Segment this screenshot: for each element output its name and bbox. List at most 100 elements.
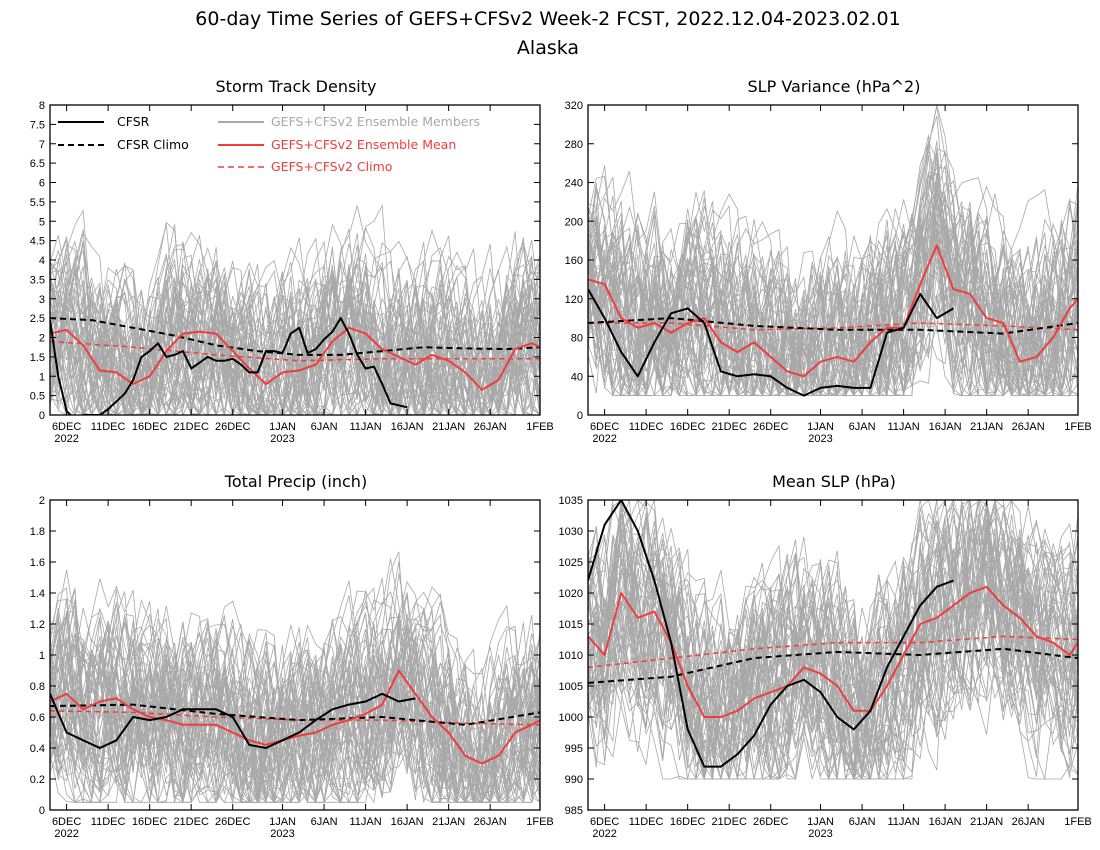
ensemble-member-line: [588, 500, 1078, 780]
series-cfsr-climo-line: [50, 703, 540, 726]
x-tick-label: 21JAN: [432, 816, 465, 828]
ensemble-member-line: [50, 274, 540, 415]
series-gefs-cfsv2-climo-line: [50, 340, 540, 362]
ensemble-member-line: [588, 500, 1078, 753]
series-gefs-cfsv2-ensemble-mean-line: [50, 326, 540, 391]
y-tick-label: 1010: [559, 650, 583, 662]
series-cfsr-climo-line: [588, 647, 1078, 684]
ensemble-member-line: [588, 500, 1078, 780]
figure-title: 60-day Time Series of GEFS+CFSv2 Week-2 …: [195, 8, 900, 30]
figure-region: Alaska: [517, 37, 579, 59]
legend-label-cfsr: CFSR: [117, 114, 150, 129]
y-tick-label: 2: [39, 333, 45, 345]
x-tick-year-label: 2022: [592, 433, 616, 445]
x-tick-year-label: 2023: [808, 433, 832, 445]
y-tick-label: 1.8: [30, 526, 45, 538]
ensemble-member-line: [588, 528, 1078, 780]
x-tick-label: 16JAN: [391, 816, 424, 828]
y-tick-label: 200: [565, 216, 583, 228]
ensemble-member-line: [588, 150, 1078, 397]
ensemble-member-line: [588, 172, 1078, 397]
x-tick-year-label: 2023: [270, 433, 294, 445]
x-tick-label: 21JAN: [970, 421, 1003, 433]
x-tick-label: 11JAN: [349, 816, 381, 828]
ensemble-member-line: [50, 601, 540, 803]
y-tick-label: 40: [571, 371, 583, 383]
x-tick-label: 11DEC: [91, 816, 126, 828]
y-tick-label: 985: [565, 805, 583, 817]
y-tick-label: 7: [39, 139, 45, 151]
y-tick-label: 1030: [559, 526, 583, 538]
y-tick-label: 1035: [559, 495, 583, 507]
y-tick-label: 1.2: [30, 619, 45, 631]
ensemble-member-line: [50, 588, 540, 775]
ensemble-member-line: [588, 520, 1078, 780]
x-tick-label: 21DEC: [711, 421, 747, 433]
x-tick-label: 21JAN: [432, 421, 465, 433]
y-tick-label: 0.2: [30, 774, 45, 786]
y-tick-label: 1.6: [30, 557, 45, 569]
x-tick-label: 26DEC: [215, 421, 251, 433]
ensemble-member-line: [50, 577, 540, 803]
x-tick-label: 1FEB: [526, 816, 554, 828]
y-tick-label: 995: [565, 743, 583, 755]
legend-label-cfsr-climo: CFSR Climo: [117, 137, 189, 152]
ensemble-member-line: [588, 514, 1078, 780]
panel-total-precip: Total Precip (inch) 0 0.2 0.4 0.6 0.8 1 1.2 1.4…: [30, 472, 554, 840]
y-tick-label: 1000: [559, 712, 583, 724]
series-gefs-cfsv2-climo-line: [588, 635, 1078, 669]
y-tick-label: 1.5: [30, 352, 45, 364]
y-tick-label: 0: [577, 410, 583, 422]
panel-mean-slp: Mean SLP (hPa) 985 990 995 1000 1005 1010 1015…: [559, 472, 1092, 840]
x-tick-label: 26JAN: [1012, 816, 1045, 828]
series-cfsr-line: [50, 692, 416, 749]
ensemble-member-line: [50, 262, 540, 415]
y-tick-label: 320: [565, 100, 583, 112]
y-tick-label: 160: [565, 255, 583, 267]
x-tick-label: 11JAN: [887, 421, 919, 433]
ensemble-member-line: [588, 147, 1078, 397]
ensemble-member-line: [588, 198, 1078, 397]
x-tick-label: 21DEC: [173, 421, 209, 433]
y-tick-label: 0.5: [30, 391, 45, 403]
x-tick-label: 1FEB: [1064, 421, 1092, 433]
x-tick-label: 6DEC: [52, 421, 81, 433]
x-tick-label: 6JAN: [311, 421, 338, 433]
ensemble-member-line: [588, 513, 1078, 780]
y-tick-label: 8: [39, 100, 45, 112]
x-tick-label: 16DEC: [132, 421, 168, 433]
y-tick-label: 1.4: [30, 588, 45, 600]
x-tick-label: 6DEC: [590, 816, 619, 828]
x-tick-label: 26DEC: [215, 816, 251, 828]
series-cfsr-climo-line: [588, 317, 1078, 335]
series-cfsr-line: [588, 500, 954, 768]
legend-label-ens-mean: GEFS+CFSv2 Ensemble Mean: [271, 137, 456, 152]
panel-storm-track-density: Storm Track Density 0 0.5 1 1.5 2 2.5 3 3.5 4 4.5…: [30, 77, 554, 445]
ensemble-member-line: [588, 500, 1078, 781]
series-gefs-cfsv2-ensemble-mean-line: [50, 669, 540, 765]
x-tick-label: 16JAN: [929, 816, 962, 828]
panel-title: Mean SLP (hPa): [772, 472, 896, 491]
ensemble-member-line: [588, 188, 1078, 397]
ensemble-member-line: [50, 573, 540, 804]
panel-title: SLP Variance (hPa^2): [748, 77, 921, 96]
y-tick-label: 5.5: [30, 197, 45, 209]
ensemble-member-line: [50, 617, 540, 800]
x-tick-label: 11DEC: [629, 816, 664, 828]
x-tick-label: 6DEC: [52, 816, 81, 828]
x-tick-label: 16DEC: [670, 421, 706, 433]
x-tick-label: 21DEC: [173, 816, 209, 828]
ensemble-member-line: [50, 641, 540, 804]
y-tick-label: 0.6: [30, 712, 45, 724]
series-gefs-cfsv2-ensemble-mean-line: [588, 244, 1078, 378]
x-tick-label: 16DEC: [132, 816, 168, 828]
series-gefs-cfsv2-climo-line: [50, 710, 540, 726]
ensemble-member-line: [50, 240, 540, 415]
x-tick-label: 1JAN: [807, 816, 834, 828]
x-tick-label: 26JAN: [474, 816, 507, 828]
legend-label-members: GEFS+CFSv2 Ensemble Members: [271, 114, 480, 129]
x-tick-label: 16DEC: [670, 816, 706, 828]
ensemble-member-line: [588, 508, 1078, 780]
x-tick-label: 1JAN: [807, 421, 834, 433]
y-tick-label: 5: [39, 216, 45, 228]
